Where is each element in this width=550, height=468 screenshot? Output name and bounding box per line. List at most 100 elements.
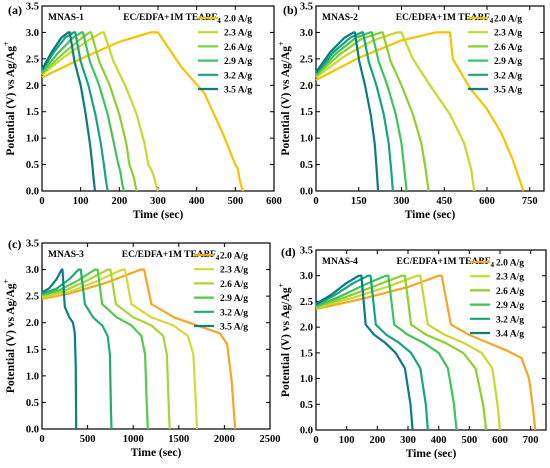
legend-label: 2.9 A/g bbox=[494, 57, 522, 67]
legend-label: 3.2 A/g bbox=[496, 315, 524, 325]
x-tick-label: 0 bbox=[39, 196, 44, 207]
series-line bbox=[41, 268, 171, 430]
x-axis-label: Time (sec) bbox=[133, 209, 184, 221]
y-tick-label: 0.0 bbox=[26, 425, 39, 436]
x-tick-label: 1500 bbox=[168, 434, 189, 445]
legend-label: 3.5 A/g bbox=[494, 86, 522, 96]
legend-label: 2.3 A/g bbox=[220, 266, 248, 276]
y-tick-label: 3.5 bbox=[300, 2, 313, 13]
legend-label: 3.5 A/g bbox=[220, 323, 248, 333]
sample-label: MNAS-1 bbox=[48, 13, 84, 23]
series-line bbox=[315, 274, 429, 431]
x-tick-label: 0 bbox=[313, 435, 318, 446]
y-tick-label: 3.5 bbox=[300, 246, 313, 257]
legend-label: 2.9 A/g bbox=[496, 301, 524, 311]
plot-frame bbox=[315, 249, 547, 431]
y-axis-label: Potential (V) vs Ag/Ag+ bbox=[2, 279, 17, 394]
y-tick-label: 0.5 bbox=[300, 400, 313, 411]
legend: 2.0 A/g 2.3 A/g 2.6 A/g 2.9 A/g 3.2 A/g 3.5 A… bbox=[468, 15, 522, 96]
series-line bbox=[41, 268, 199, 430]
sample-label: MNAS-4 bbox=[322, 257, 358, 267]
legend: 2.0 A/g 2.3 A/g 2.6 A/g 2.9 A/g 3.2 A/g 3.4 A… bbox=[470, 259, 524, 340]
y-tick-label: 2.0 bbox=[26, 318, 39, 329]
x-tick-label: 400 bbox=[189, 196, 205, 207]
panel-tag: (c) bbox=[8, 237, 21, 251]
y-tick-label: 1.0 bbox=[300, 134, 313, 145]
y-tick-label: 2.0 bbox=[26, 81, 39, 92]
series-line bbox=[315, 274, 458, 431]
y-tick-label: 3.5 bbox=[26, 239, 39, 250]
legend-label: 2.9 A/g bbox=[220, 294, 248, 304]
series-line bbox=[315, 31, 408, 192]
x-tick-label: 500 bbox=[461, 435, 477, 446]
legend-label: 2.9 A/g bbox=[224, 57, 252, 67]
panel-c: 0 500 1000 1500 2000 2500 0.0 0.5 1.0 1.5 2.0 2.5 3.… bbox=[2, 237, 281, 459]
legend: 2.0 A/g 2.3 A/g 2.6 A/g 2.9 A/g 3.2 A/g 3.5 A… bbox=[198, 15, 252, 96]
x-tick-label: 600 bbox=[479, 196, 495, 207]
panel-tag: (d) bbox=[281, 245, 296, 259]
series-line bbox=[315, 31, 380, 192]
y-tick-label: 1.5 bbox=[26, 107, 39, 118]
panel-d: 0 100 200 300 400 500 600 700 0.0 0.5 1.0 1.5 2.0 2.5… bbox=[277, 245, 547, 460]
sample-label: MNAS-3 bbox=[48, 250, 84, 260]
y-tick-label: 3.0 bbox=[26, 28, 39, 39]
panel-tag: (b) bbox=[283, 3, 298, 17]
series-line bbox=[41, 31, 109, 192]
x-axis-label: Time (sec) bbox=[405, 209, 456, 221]
x-axis-label: Time (sec) bbox=[131, 447, 182, 459]
x-tick-label: 700 bbox=[523, 435, 539, 446]
x-tick-label: 300 bbox=[394, 196, 410, 207]
x-tick-label: 2500 bbox=[260, 434, 281, 445]
x-tick-label: 0 bbox=[39, 434, 44, 445]
series-line bbox=[315, 274, 488, 431]
x-tick-label: 300 bbox=[400, 435, 416, 446]
x-tick-label: 200 bbox=[369, 435, 385, 446]
series-line bbox=[315, 274, 502, 431]
electrolyte-label: EC/EDFA+1M TEABF4 bbox=[123, 13, 221, 25]
series-line bbox=[41, 268, 237, 430]
legend-label: 2.0 A/g bbox=[220, 252, 248, 262]
x-tick-label: 400 bbox=[431, 435, 447, 446]
panel-tag: (a) bbox=[8, 3, 22, 17]
y-tick-label: 1.5 bbox=[300, 107, 313, 118]
x-tick-label: 100 bbox=[339, 435, 355, 446]
electrolyte-label: EC/EDFA+1M TEABF4 bbox=[396, 13, 494, 25]
legend-label: 2.3 A/g bbox=[224, 29, 252, 39]
legend-label: 2.3 A/g bbox=[494, 29, 522, 39]
series-line bbox=[41, 31, 138, 192]
y-tick-label: 0.0 bbox=[300, 187, 313, 198]
y-tick-label: 3.0 bbox=[300, 271, 313, 282]
x-tick-label: 2000 bbox=[214, 434, 235, 445]
plot-frame bbox=[41, 242, 271, 430]
series-line bbox=[41, 268, 149, 430]
series-line bbox=[315, 31, 430, 192]
series-line bbox=[315, 274, 537, 431]
legend-label: 2.6 A/g bbox=[224, 43, 252, 53]
x-tick-label: 300 bbox=[150, 196, 166, 207]
y-axis-label: Potential (V) vs Ag/Ag+ bbox=[2, 41, 17, 156]
electrolyte-label: EC/EDFA+1M TEABF4 bbox=[122, 250, 220, 262]
legend-label: 2.6 A/g bbox=[494, 43, 522, 53]
y-tick-label: 2.0 bbox=[300, 81, 313, 92]
x-tick-label: 0 bbox=[313, 196, 318, 207]
y-tick-label: 3.0 bbox=[300, 28, 313, 39]
y-axis-label: Potential (V) vs Ag/Ag+ bbox=[277, 41, 292, 156]
x-axis-label: Time (sec) bbox=[406, 448, 457, 460]
legend-label: 3.2 A/g bbox=[220, 308, 248, 318]
y-tick-label: 1.5 bbox=[26, 345, 39, 356]
panel-a: 0 100 200 300 400 500 600 0.0 0.5 1.0 1.5 2.0 2.5 3.0… bbox=[2, 2, 282, 222]
x-tick-label: 500 bbox=[227, 196, 243, 207]
y-tick-label: 1.0 bbox=[300, 374, 313, 385]
y-tick-label: 1.0 bbox=[26, 371, 39, 382]
series-line bbox=[41, 268, 78, 430]
panel-b: 0 150 300 450 600 750 0.0 0.5 1.0 1.5 2.0 2.5 3.0 3.5… bbox=[277, 2, 545, 221]
y-tick-label: 0.0 bbox=[300, 426, 313, 437]
legend-label: 3.2 A/g bbox=[224, 71, 252, 81]
x-tick-label: 600 bbox=[492, 435, 508, 446]
series-line bbox=[41, 31, 245, 192]
y-axis-label: Potential (V) vs Ag/Ag+ bbox=[277, 283, 292, 398]
legend: 2.0 A/g 2.3 A/g 2.6 A/g 2.9 A/g 3.2 A/g 3.5 A… bbox=[194, 252, 248, 333]
y-tick-label: 2.5 bbox=[26, 54, 39, 65]
series-line bbox=[315, 31, 476, 192]
